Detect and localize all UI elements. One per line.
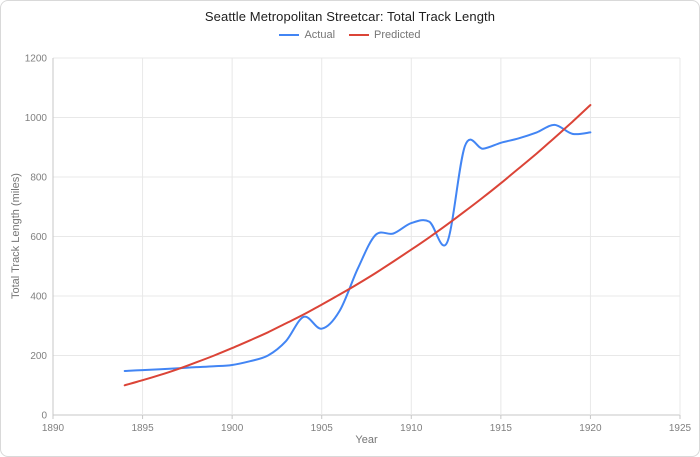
x-tick-label: 1920	[579, 423, 602, 434]
legend: Actual Predicted	[1, 29, 699, 41]
predicted-line	[123, 104, 592, 387]
y-tick-label: 1000	[25, 113, 48, 124]
x-tick-label: 1905	[311, 423, 334, 434]
x-tick-label: 1915	[490, 423, 513, 434]
x-tick-label: 1925	[669, 423, 692, 434]
chart-title: Seattle Metropolitan Streetcar: Total Tr…	[204, 9, 496, 24]
x-tick-label: 1890	[42, 423, 65, 434]
legend-swatch-predicted	[349, 34, 370, 36]
x-axis-title: Year	[355, 434, 378, 446]
y-tick-label: 800	[30, 173, 47, 184]
x-tick-label: 1895	[131, 423, 154, 434]
y-tick-label: 200	[30, 351, 47, 362]
legend-label-predicted: Predicted	[374, 29, 421, 41]
legend-item-actual: Actual	[279, 29, 335, 41]
y-tick-label: 600	[30, 232, 47, 243]
actual-line	[123, 123, 592, 372]
legend-label-actual: Actual	[304, 29, 336, 41]
legend-item-predicted: Predicted	[349, 29, 421, 41]
y-tick-label: 0	[41, 411, 47, 422]
x-tick-label: 1900	[221, 423, 244, 434]
legend-swatch-actual	[279, 34, 300, 36]
y-tick-label: 1200	[25, 54, 48, 65]
y-tick-label: 400	[30, 292, 47, 303]
x-tick-label: 1910	[400, 423, 423, 434]
